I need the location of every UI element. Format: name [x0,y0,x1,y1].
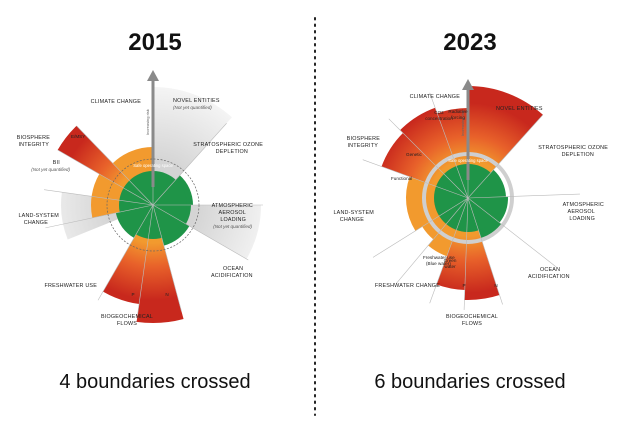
label-rf-1-2023: Radiative [448,109,468,114]
label-land-1-2015: LAND-SYSTEM [18,213,59,219]
wedge-novel-entities [153,87,232,205]
risk-axis-label-2023: Increasing risk [460,110,465,136]
label-aerosol-3-2015: LOADING [220,217,246,223]
boundary-spoke [152,204,249,261]
panel-2015-year: 2015 [128,29,181,56]
boundaries-diagram-2015: Increasing risk Safe operating space CLI… [17,70,263,327]
boundary-spoke [388,118,469,199]
label-climate-change-2023: CLIMATE CHANGE [410,94,461,100]
boundary-spoke [44,189,154,206]
label-aerosol-2-2015: AEROSOL [219,210,246,216]
label-co2-1-2023: CO2 [434,110,444,115]
label-emsy-2015: E/MSY [71,134,85,139]
label-blue-2-2023: (Blue water) [426,261,451,266]
label-aerosol-3-2023: LOADING [569,216,595,222]
label-aerosol-sub-2015: (Not yet quantified) [213,224,252,229]
label-land-2-2023: CHANGE [340,217,364,223]
boundary-spoke [362,159,469,199]
label-ozone-1-2023: STRATOSPHERIC OZONE [538,145,608,151]
label-aerosol-1-2015: ATMOSPHERIC [212,203,253,209]
label-aerosol-1-2023: ATMOSPHERIC [563,202,604,208]
boundary-spoke [372,197,469,258]
boundary-spoke [467,197,503,305]
label-freshwater-2023: FRESHWATER CHANGE [375,283,440,289]
label-novel-entities-2023: NOVEL ENTITIES [496,106,543,112]
boundary-spoke [429,92,469,199]
panel-2015-caption: 4 boundaries crossed [59,371,250,393]
label-bio-2-2015: FLOWS [117,321,137,327]
label-blue-1-2023: Freshwater use [423,255,455,260]
label-ocean-2-2023: ACIDIFICATION [528,274,570,280]
label-p-2015: P [131,292,134,297]
risk-arrow-icon [147,70,159,81]
label-co2-2-2023: concentration [425,116,453,121]
label-novel-entities-2015: NOVEL ENTITIES [173,98,220,104]
wedges-2015 [57,87,261,323]
label-land-1-2023: LAND-SYSTEM [333,210,374,216]
label-freshwater-2015: FRESHWATER USE [44,283,97,289]
spokes-2023 [362,86,580,310]
boundary-spoke [57,149,154,206]
label-bio-1-2015: BIOGEOCHEMICAL [101,314,153,320]
panel-2023-caption: 6 boundaries crossed [374,371,565,393]
label-biosphere-2-2015: INTEGRITY [18,142,49,148]
label-ocean-1-2023: OCEAN [540,267,560,273]
label-biosphere-1-2015: BIOSPHERE [17,135,50,141]
boundary-spoke [395,197,469,284]
label-p-2023: P [462,283,465,288]
boundary-spoke [137,204,154,314]
label-ozone-2-2023: DEPLETION [562,152,594,158]
label-ozone-2-2015: DEPLETION [216,149,248,155]
label-ocean-1-2015: OCEAN [223,266,243,272]
label-bii-2015: BII [53,160,60,166]
label-bii-sub-2015: (Not yet quantified) [31,167,70,172]
wedge-flows-n [136,205,184,323]
label-green-1-2023: Green [444,258,457,263]
boundary-spoke [463,197,469,310]
label-ocean-2-2015: ACIDIFICATION [211,273,253,279]
label-novel-sub-2015: (Not yet quantified) [173,105,212,110]
boundary-spoke [467,114,544,199]
boundary-spoke [467,197,557,268]
boundary-spoke [429,197,469,304]
label-biosphere-2-2023: INTEGRITY [347,143,378,149]
label-bio-1-2023: BIOGEOCHEMICAL [446,314,498,320]
boundary-spoke [45,204,154,229]
label-land-2-2015: CHANGE [24,220,48,226]
panel-2023-year: 2023 [443,29,496,56]
label-green-2-2023: water [444,264,456,269]
boundary-spoke [97,204,154,301]
boundary-spoke [152,123,227,206]
boundary-spoke [76,125,154,206]
label-biosphere-1-2023: BIOSPHERE [347,136,380,142]
label-ozone-1-2015: STRATOSPHERIC OZONE [193,142,263,148]
risk-axis-label-2015: Increasing risk [145,109,150,135]
label-genetic-2023: Genetic [406,152,423,157]
label-bio-2-2023: FLOWS [462,321,482,327]
label-aerosol-2-2023: AEROSOL [568,209,595,215]
label-n-2015: N [165,292,168,297]
safe-space-label-2015: Safe operating space [133,163,173,168]
boundaries-diagram-2023: Increasing risk Safe operating space CLI… [333,79,608,327]
label-climate-change-2015: CLIMATE CHANGE [91,99,142,105]
boundary-spoke [152,204,182,312]
spokes-2015 [44,95,263,314]
boundary-spoke [467,193,580,199]
safe-space-label-2023: Safe operating space [448,158,488,163]
label-functional-2023: Functional [391,176,412,181]
label-rf-2-2023: forcing [451,115,465,120]
risk-arrow-icon [462,79,474,90]
label-n-2023: N [494,283,497,288]
boundary-ring-2015 [106,158,200,252]
